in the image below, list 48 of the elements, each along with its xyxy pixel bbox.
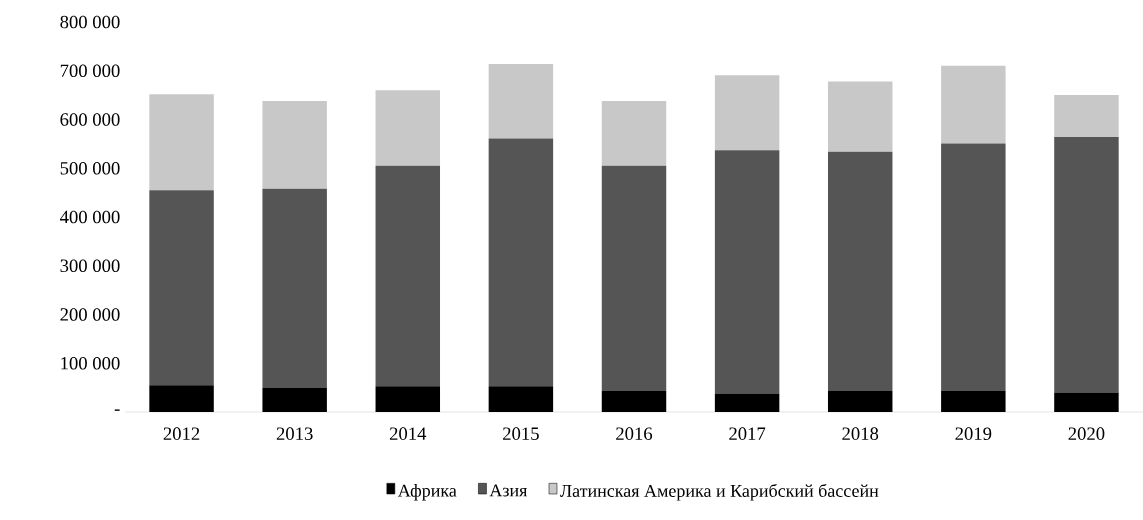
bar xyxy=(262,188,327,389)
x-tick-label: 2016 xyxy=(616,427,653,440)
x-tick-label: 2019 xyxy=(955,427,992,440)
legend-label: Азия xyxy=(489,484,528,497)
x-tick-label: 2014 xyxy=(389,427,427,440)
y-tick-label: 200 000 xyxy=(60,308,120,321)
bar xyxy=(149,385,214,412)
y-tick-label: 100 000 xyxy=(61,356,120,370)
bar xyxy=(1054,95,1119,138)
bar xyxy=(601,100,667,166)
y-tick-label: 800 000 xyxy=(60,15,120,29)
bar xyxy=(941,143,1006,392)
legend-label: Латинская Америка и Карибский бассейн xyxy=(560,483,879,501)
bar xyxy=(262,388,327,412)
bar xyxy=(149,190,214,386)
bar xyxy=(601,391,667,412)
bar xyxy=(827,81,893,152)
x-tick-label: 2012 xyxy=(163,427,200,440)
y-tick-label: 300 000 xyxy=(60,259,120,273)
x-tick-label: 2013 xyxy=(276,427,313,440)
y-tick-label: - xyxy=(114,409,120,411)
bar xyxy=(1054,137,1119,393)
bar xyxy=(375,386,441,412)
y-tick-label: 400 000 xyxy=(59,210,120,224)
x-tick-label: 2015 xyxy=(503,427,539,440)
bar xyxy=(149,94,214,191)
y-tick-label: 600 000 xyxy=(60,113,120,126)
x-tick-label: 2018 xyxy=(842,427,879,440)
legend-label: Африка xyxy=(397,484,457,501)
bar xyxy=(375,90,441,166)
x-tick-label: 2017 xyxy=(729,427,766,440)
bar xyxy=(262,100,327,189)
bar xyxy=(488,386,554,412)
bar xyxy=(941,65,1006,144)
bar xyxy=(601,165,667,392)
bar xyxy=(714,393,780,412)
bar xyxy=(714,75,780,151)
bar xyxy=(941,391,1006,412)
y-tick-label: 700 000 xyxy=(60,64,120,78)
bar xyxy=(714,150,780,394)
bar xyxy=(488,138,554,387)
x-tick-label: 2020 xyxy=(1068,427,1105,440)
bar xyxy=(827,151,893,392)
y-tick-label: 500 000 xyxy=(60,161,120,175)
bar xyxy=(1054,392,1119,412)
bar xyxy=(375,165,441,387)
bar xyxy=(488,63,554,139)
bar xyxy=(827,391,893,412)
